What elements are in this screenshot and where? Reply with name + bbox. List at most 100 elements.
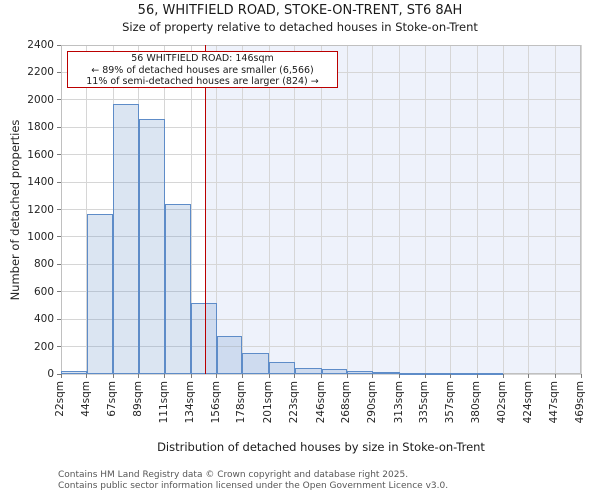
- gridline-vertical: [321, 45, 323, 374]
- x-tick-mark: [241, 374, 243, 378]
- x-tick-label: 290sqm: [365, 381, 378, 424]
- gridline-vertical: [190, 45, 192, 374]
- gridline-horizontal: [61, 154, 581, 156]
- x-axis-label: Distribution of detached houses by size …: [157, 440, 485, 454]
- x-tick-label: 424sqm: [521, 381, 534, 424]
- gridline-vertical: [450, 45, 452, 374]
- x-tick-mark: [580, 374, 582, 378]
- x-tick-label: 246sqm: [314, 381, 327, 424]
- histogram-bar: [294, 367, 322, 374]
- x-tick-mark: [164, 374, 166, 378]
- y-axis-label: Number of detached properties: [8, 119, 22, 301]
- y-tick-label: 400: [33, 313, 54, 326]
- histogram-bar: [242, 353, 270, 374]
- x-tick-mark: [424, 374, 426, 378]
- x-tick-label: 380sqm: [470, 381, 483, 424]
- attribution-open-government-licence: Contains public sector information licen…: [58, 481, 449, 491]
- x-tick-mark: [346, 374, 348, 378]
- x-tick-mark: [216, 374, 218, 378]
- gridline-horizontal: [61, 209, 581, 210]
- x-tick-mark: [86, 374, 88, 378]
- histogram-bar: [372, 372, 400, 375]
- gridline-vertical: [241, 45, 243, 374]
- gridline-vertical: [502, 45, 504, 374]
- gridline-vertical: [554, 45, 556, 374]
- gridline-vertical: [216, 45, 218, 374]
- x-tick-mark: [399, 374, 401, 378]
- x-tick-label: 111sqm: [157, 381, 170, 424]
- y-tick-label: 0: [47, 368, 54, 380]
- y-tick-mark: [57, 71, 61, 73]
- gridline-horizontal: [61, 291, 581, 293]
- y-tick-mark: [57, 126, 61, 128]
- histogram-bar: [113, 103, 139, 374]
- y-tick-mark: [57, 263, 61, 265]
- x-tick-mark: [528, 374, 530, 378]
- histogram-bar: [138, 119, 165, 374]
- annotation-smaller-stat: ← 89% of detached houses are smaller (6,…: [91, 64, 314, 76]
- y-tick-mark: [57, 346, 61, 348]
- y-tick-mark: [57, 44, 61, 46]
- histogram-bar: [347, 371, 373, 374]
- gridline-horizontal: [61, 99, 581, 101]
- gridline-horizontal: [61, 126, 581, 128]
- gridline-vertical: [476, 45, 478, 374]
- gridline-vertical: [86, 45, 88, 374]
- x-tick-label: 357sqm: [443, 381, 456, 424]
- gridline-vertical: [268, 45, 270, 374]
- histogram-bar: [477, 373, 504, 376]
- gridline-vertical: [294, 45, 296, 374]
- x-tick-label: 313sqm: [392, 381, 405, 424]
- x-tick-mark: [554, 374, 556, 378]
- y-tick-mark: [57, 373, 61, 375]
- histogram-bar: [61, 370, 87, 374]
- x-tick-mark: [294, 374, 296, 378]
- y-tick-mark: [57, 154, 61, 156]
- x-tick-label: 134sqm: [184, 381, 197, 424]
- x-tick-label: 89sqm: [131, 381, 144, 417]
- y-tick-label: 200: [33, 340, 54, 353]
- y-tick-label: 1600: [27, 148, 54, 161]
- x-tick-mark: [372, 374, 374, 378]
- gridline-vertical: [399, 45, 401, 374]
- x-tick-label: 402sqm: [496, 381, 509, 424]
- gridline-vertical: [580, 45, 582, 374]
- x-tick-label: 22sqm: [54, 381, 66, 417]
- gridline-vertical: [372, 45, 374, 374]
- histogram-bar: [450, 373, 478, 376]
- histogram-bar: [86, 213, 114, 374]
- y-tick-label: 800: [33, 258, 54, 271]
- y-tick-mark: [57, 236, 61, 238]
- x-tick-mark: [60, 374, 62, 378]
- histogram-bar: [399, 373, 426, 376]
- x-tick-mark: [112, 374, 114, 378]
- y-tick-label: 1400: [27, 176, 54, 189]
- x-tick-mark: [138, 374, 140, 378]
- gridline-vertical: [424, 45, 426, 374]
- y-tick-label: 1000: [27, 230, 54, 243]
- histogram-bar: [216, 336, 243, 374]
- x-tick-label: 447sqm: [548, 381, 561, 424]
- chart-subtitle: Size of property relative to detached ho…: [122, 20, 478, 34]
- x-tick-label: 223sqm: [287, 381, 300, 424]
- annotation-larger-stat: 11% of semi-detached houses are larger (…: [86, 76, 319, 87]
- x-tick-label: 67sqm: [106, 381, 119, 417]
- y-tick-label: 1800: [27, 121, 54, 134]
- x-tick-mark: [502, 374, 504, 378]
- x-tick-label: 156sqm: [209, 381, 222, 424]
- x-tick-mark: [321, 374, 323, 378]
- x-tick-mark: [450, 374, 452, 378]
- property-size-marker-line: [204, 45, 206, 374]
- y-tick-mark: [57, 318, 61, 320]
- histogram-bar: [425, 373, 451, 376]
- gridline-horizontal: [61, 373, 581, 375]
- y-tick-mark: [57, 99, 61, 101]
- gridline-horizontal: [61, 236, 581, 238]
- histogram-bar: [164, 204, 192, 374]
- x-tick-mark: [190, 374, 192, 378]
- y-tick-mark: [57, 181, 61, 183]
- y-tick-label: 2000: [27, 93, 54, 106]
- x-tick-label: 469sqm: [574, 381, 586, 424]
